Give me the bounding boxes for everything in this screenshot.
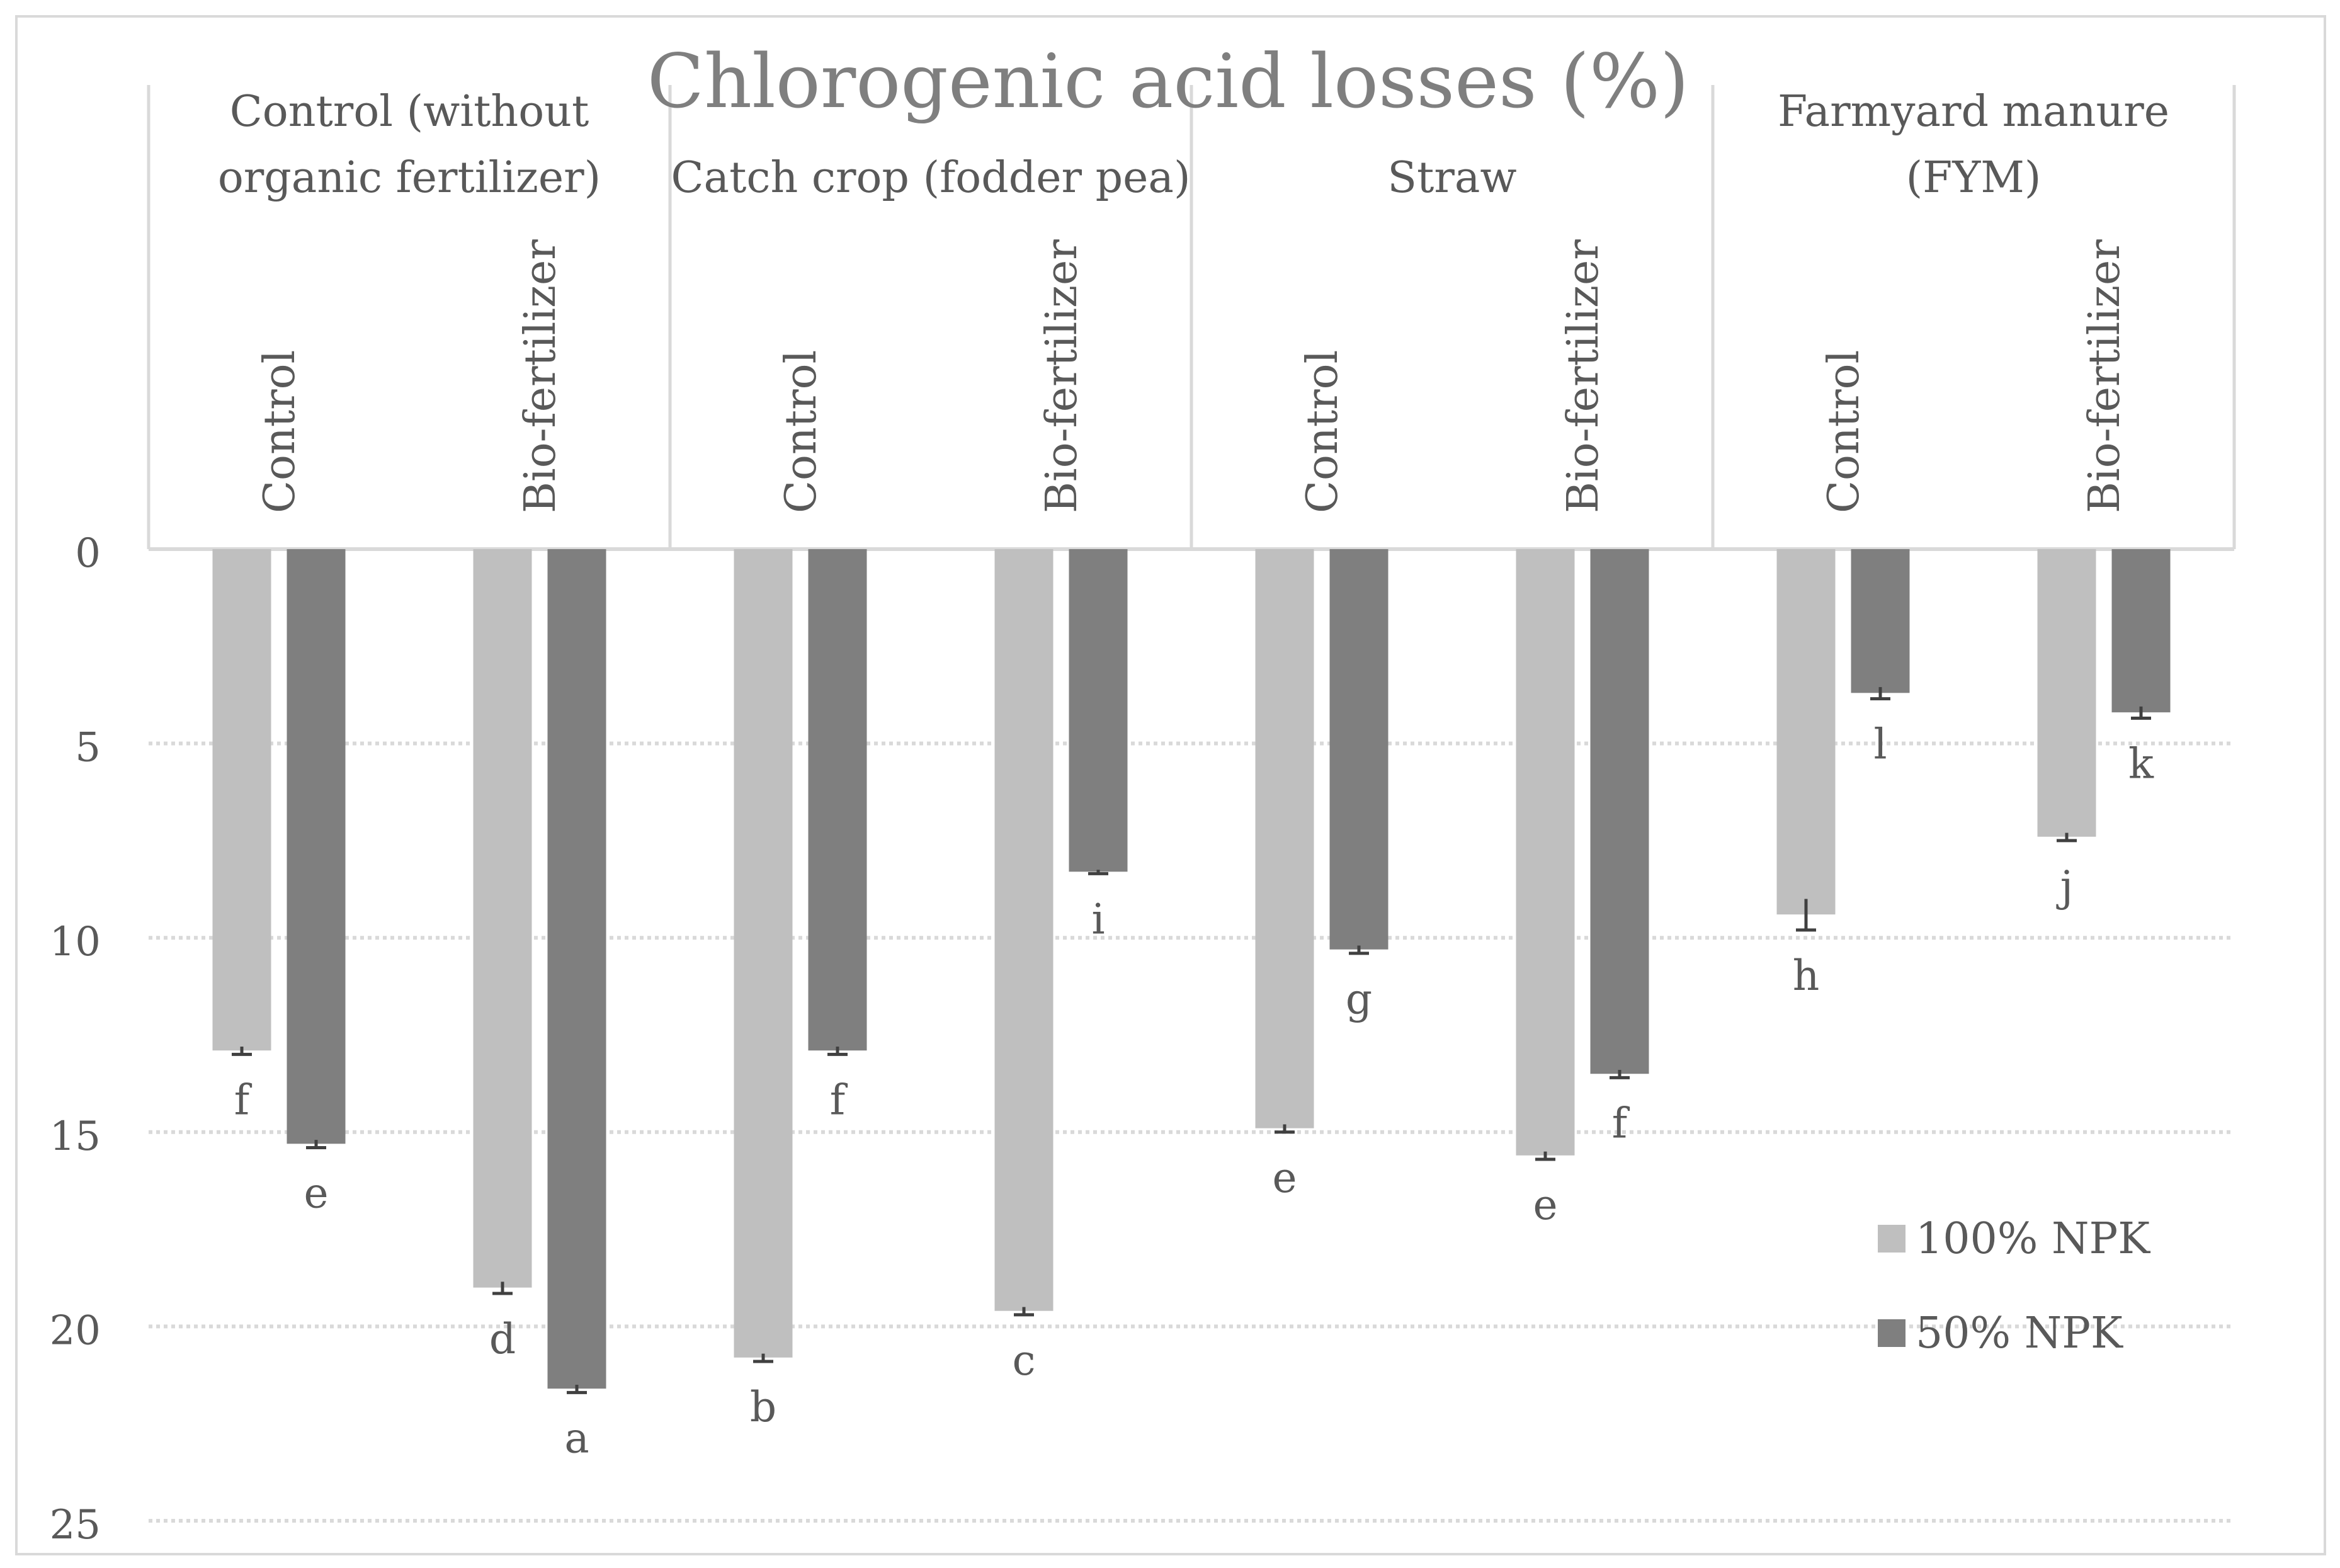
group-label: Straw <box>1387 153 1516 203</box>
y-tick-label: 15 <box>50 1113 101 1160</box>
significance-letter: h <box>1793 952 1820 1000</box>
significance-letter: f <box>234 1076 253 1124</box>
bar <box>1516 549 1575 1156</box>
group-label: (FYM) <box>1906 153 2042 203</box>
bar <box>808 549 867 1051</box>
significance-letter: f <box>830 1076 848 1124</box>
y-tick-label: 25 <box>50 1502 101 1548</box>
group-label: organic fertilizer) <box>218 153 601 203</box>
bar <box>287 549 346 1144</box>
significance-letter: l <box>1873 720 1887 769</box>
subcategory-label: Control <box>1819 350 1869 513</box>
bar <box>1851 549 1910 693</box>
subcategory-label: Bio-fertilizer <box>516 239 565 513</box>
significance-letter: k <box>2128 739 2154 788</box>
significance-letter: b <box>750 1383 776 1431</box>
subcategory-label: Bio-fertilizer <box>2080 239 2130 513</box>
y-tick-label: 5 <box>75 725 101 771</box>
subcategory-label: Control <box>1298 350 1348 513</box>
significance-letter: f <box>1612 1099 1630 1147</box>
significance-letter: e <box>1533 1181 1557 1229</box>
significance-letter: d <box>489 1315 516 1363</box>
significance-letter: e <box>304 1169 328 1217</box>
subcategory-label: Bio-fertilizer <box>1559 239 1608 513</box>
chart-frame <box>15 15 2326 1555</box>
significance-letter: c <box>1013 1336 1036 1385</box>
legend-swatch <box>1878 1225 1906 1253</box>
bar <box>212 549 271 1051</box>
bar <box>1069 549 1128 872</box>
group-label: Catch crop (fodder pea) <box>671 153 1191 203</box>
y-tick-label: 10 <box>50 919 101 965</box>
legend-label: 100% NPK <box>1916 1214 2150 1264</box>
y-tick-label: 0 <box>75 530 101 577</box>
bar <box>2111 549 2171 713</box>
bar <box>734 549 793 1358</box>
bar <box>1590 549 1649 1074</box>
bar <box>1329 549 1389 950</box>
bar <box>473 549 532 1288</box>
bar <box>2037 549 2096 837</box>
chart-title: Chlorogenic acid losses (%) <box>647 38 1689 125</box>
legend-label: 50% NPK <box>1916 1309 2123 1358</box>
subcategory-label: Control <box>776 350 826 513</box>
bar <box>547 549 606 1389</box>
bar <box>994 549 1054 1311</box>
significance-letter: g <box>1346 975 1372 1023</box>
y-axis-ticks: 0 5 10 15 20 25 <box>50 530 101 1548</box>
legend-swatch <box>1878 1319 1906 1347</box>
subcategory-label: Bio-fertilizer <box>1037 239 1087 513</box>
significance-letter: a <box>564 1414 589 1462</box>
bar <box>1776 549 1836 915</box>
subcategory-label: Control <box>255 350 305 513</box>
significance-letter: e <box>1272 1154 1297 1202</box>
significance-letter: i <box>1091 895 1105 943</box>
legend: 100% NPK 50% NPK <box>1878 1214 2150 1358</box>
group-label: Farmyard manure <box>1778 87 2169 137</box>
x-axis-labels: Control (without organic fertilizer) Catch… <box>218 87 2169 513</box>
y-tick-label: 20 <box>50 1307 101 1354</box>
group-label: Control (without <box>230 87 589 137</box>
bar <box>1255 549 1314 1128</box>
